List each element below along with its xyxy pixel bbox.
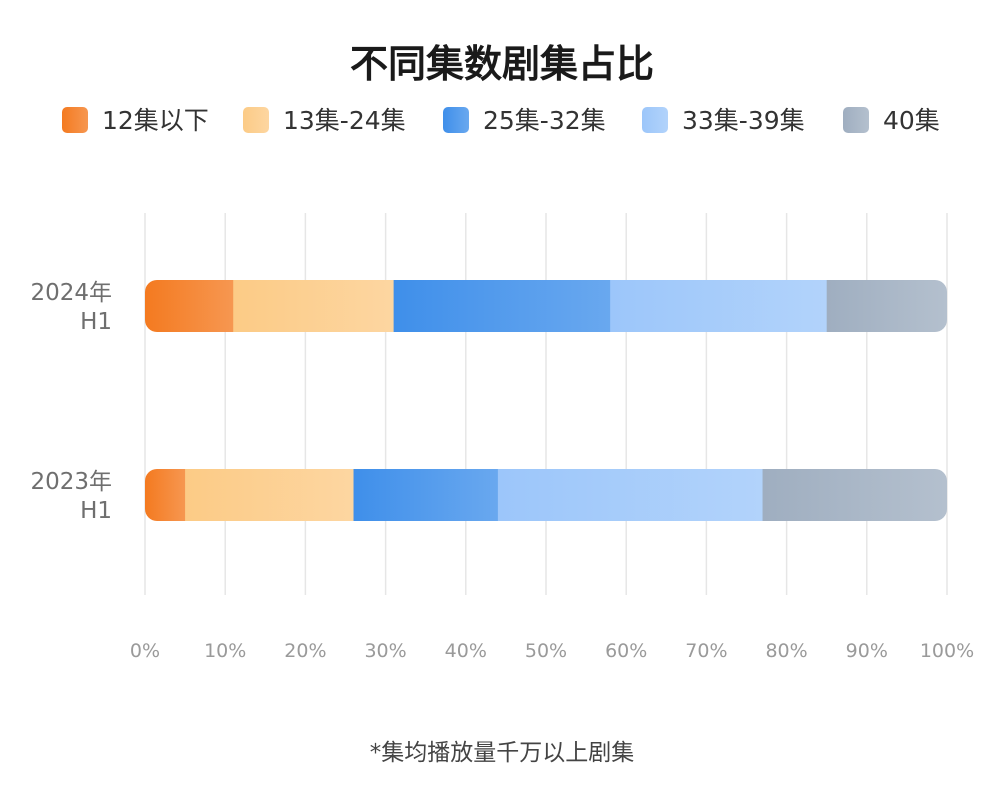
legend-label: 33集-39集 (682, 106, 805, 135)
x-tick-label: 80% (765, 640, 807, 662)
legend-swatch (243, 107, 269, 133)
bar-segment (145, 280, 234, 332)
bar-segment (233, 280, 395, 332)
x-tick-label: 100% (920, 640, 974, 662)
x-tick-label: 90% (846, 640, 888, 662)
x-tick-label: 10% (204, 640, 246, 662)
legend-label: 25集-32集 (483, 106, 606, 135)
bar-segment (353, 469, 499, 521)
bar-segment (145, 469, 186, 521)
y-axis-label: 2024年 H1 (30, 280, 112, 335)
bar-segment (762, 469, 947, 521)
bar-segment (185, 469, 355, 521)
legend-label: 12集以下 (102, 106, 209, 135)
bar-segment (393, 280, 611, 332)
legend-swatch (62, 107, 88, 133)
bar-segment (497, 469, 764, 521)
legend-swatch (443, 107, 469, 133)
x-axis-ticks: 0% 10% 20% 30% 40% 50% 60% 70% 80% 90% 100% (130, 640, 974, 662)
x-tick-label: 20% (284, 640, 326, 662)
legend-swatch (642, 107, 668, 133)
x-tick-label: 50% (525, 640, 567, 662)
footnote: *集均播放量千万以上剧集 (370, 740, 635, 766)
x-tick-label: 0% (130, 640, 160, 662)
bar-group (145, 280, 947, 332)
gridlines (144, 213, 948, 595)
bar-segment (826, 280, 947, 332)
legend-label: 40集 (883, 106, 940, 135)
legend: 12集以下 13集-24集 25集-32集 33集-39集 40集 (62, 106, 940, 135)
y-axis-label: 2023年 H1 (30, 469, 112, 524)
legend-label: 13集-24集 (283, 106, 406, 135)
legend-swatch (843, 107, 869, 133)
bar-segment (610, 280, 828, 332)
x-tick-label: 40% (445, 640, 487, 662)
bars (145, 280, 947, 521)
x-tick-label: 70% (685, 640, 727, 662)
x-tick-label: 30% (364, 640, 406, 662)
x-tick-label: 60% (605, 640, 647, 662)
chart-title: 不同集数剧集占比 (350, 42, 654, 86)
y-axis-labels: 2024年 H1 2023年 H1 (30, 280, 112, 524)
bar-group (145, 469, 947, 521)
